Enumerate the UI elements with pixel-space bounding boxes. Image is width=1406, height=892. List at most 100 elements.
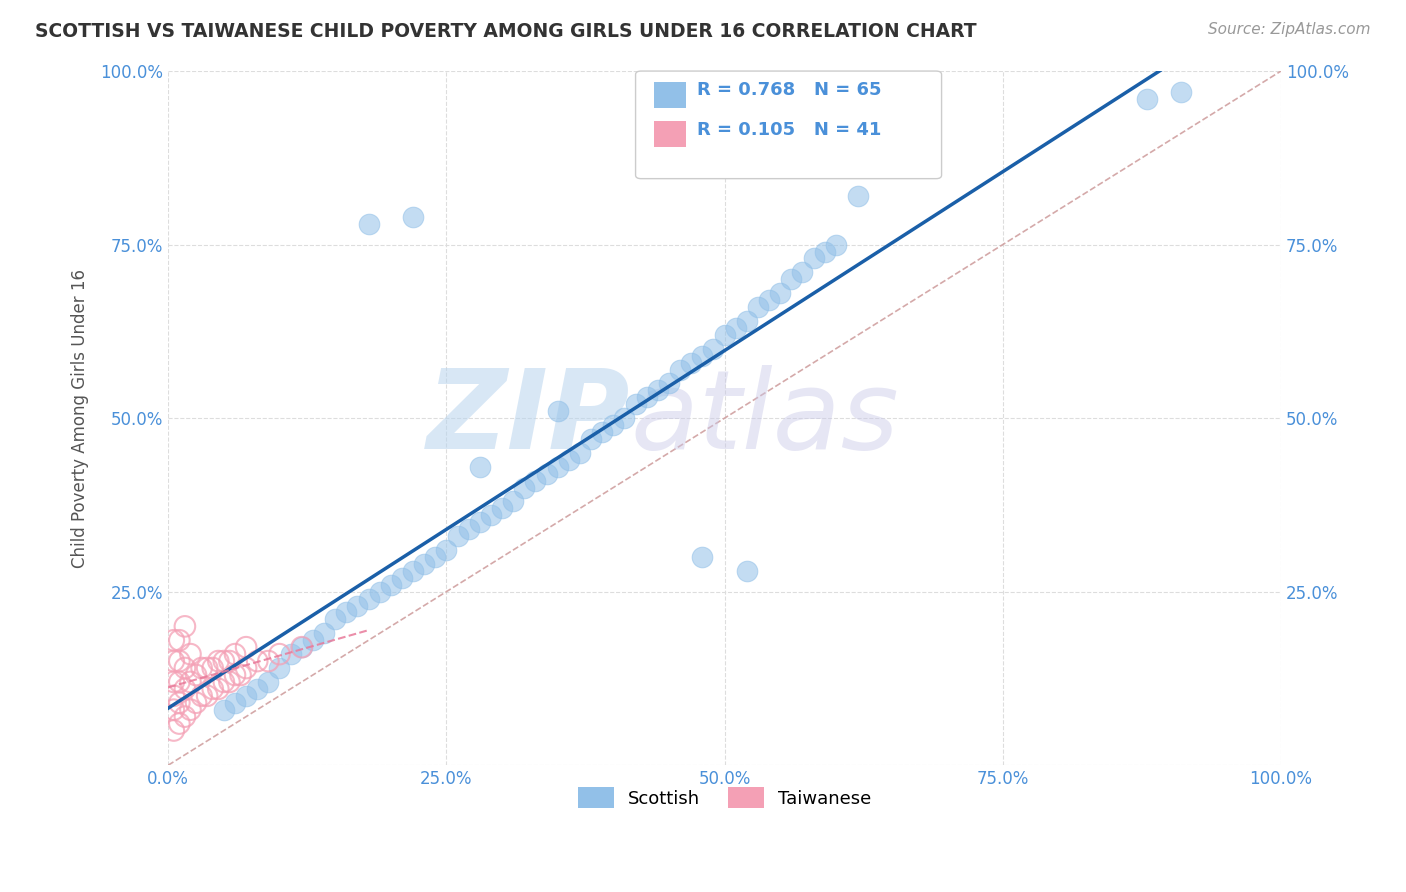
- Point: [803, 252, 825, 266]
- Point: [391, 571, 413, 585]
- Point: [195, 689, 218, 703]
- Point: [602, 418, 624, 433]
- Point: [402, 564, 425, 578]
- Point: [269, 647, 291, 661]
- Point: [195, 661, 218, 675]
- Point: [169, 633, 191, 648]
- Point: [479, 508, 502, 523]
- Point: [446, 529, 468, 543]
- Point: [212, 703, 235, 717]
- Point: [291, 640, 314, 655]
- Point: [591, 425, 613, 439]
- Point: [758, 293, 780, 307]
- Point: [1136, 92, 1159, 106]
- Point: [201, 681, 224, 696]
- Point: [457, 522, 479, 536]
- Point: [425, 549, 447, 564]
- Point: [780, 272, 803, 286]
- Point: [212, 674, 235, 689]
- Point: [246, 654, 269, 668]
- Point: [174, 619, 197, 633]
- Point: [224, 668, 246, 682]
- Point: [280, 647, 302, 661]
- Point: [536, 467, 558, 481]
- Point: [291, 640, 314, 655]
- Point: [524, 474, 547, 488]
- Point: [235, 661, 257, 675]
- Point: [735, 314, 758, 328]
- Point: [735, 564, 758, 578]
- Point: [647, 384, 669, 398]
- Point: [380, 578, 402, 592]
- Point: [502, 494, 524, 508]
- Point: [724, 321, 747, 335]
- Point: [323, 612, 346, 626]
- Point: [636, 390, 658, 404]
- Point: [174, 709, 197, 723]
- Text: ZIP: ZIP: [426, 365, 630, 472]
- Point: [491, 501, 513, 516]
- Point: [224, 647, 246, 661]
- Point: [846, 189, 869, 203]
- Point: [224, 696, 246, 710]
- Point: [368, 584, 391, 599]
- Point: [579, 432, 602, 446]
- Point: [513, 481, 536, 495]
- Point: [174, 681, 197, 696]
- Point: [769, 286, 792, 301]
- Point: [624, 397, 647, 411]
- Point: [824, 237, 846, 252]
- Point: [312, 626, 335, 640]
- FancyBboxPatch shape: [636, 71, 942, 178]
- Point: [702, 342, 724, 356]
- Y-axis label: Child Poverty Among Girls Under 16: Child Poverty Among Girls Under 16: [72, 268, 89, 567]
- Point: [169, 716, 191, 731]
- FancyBboxPatch shape: [654, 81, 686, 108]
- Point: [692, 549, 714, 564]
- Point: [169, 696, 191, 710]
- Point: [201, 661, 224, 675]
- Point: [547, 404, 569, 418]
- Point: [658, 376, 681, 391]
- Point: [163, 674, 186, 689]
- Point: [179, 647, 201, 661]
- Point: [163, 633, 186, 648]
- Point: [257, 674, 280, 689]
- Point: [207, 681, 229, 696]
- Point: [163, 689, 186, 703]
- Point: [792, 265, 814, 279]
- Point: [692, 349, 714, 363]
- Point: [335, 606, 357, 620]
- Point: [302, 633, 325, 648]
- Point: [357, 217, 380, 231]
- Point: [402, 210, 425, 224]
- Point: [269, 661, 291, 675]
- Point: [558, 452, 581, 467]
- Point: [212, 654, 235, 668]
- Point: [163, 654, 186, 668]
- Point: [1170, 85, 1192, 99]
- Point: [163, 723, 186, 738]
- Point: [468, 459, 491, 474]
- Point: [613, 411, 636, 425]
- Point: [713, 327, 735, 342]
- Text: atlas: atlas: [630, 365, 898, 472]
- Point: [229, 668, 252, 682]
- Point: [468, 515, 491, 529]
- Legend: Scottish, Taiwanese: Scottish, Taiwanese: [571, 780, 879, 815]
- Point: [169, 654, 191, 668]
- Text: R = 0.768   N = 65: R = 0.768 N = 65: [697, 81, 882, 100]
- Point: [357, 591, 380, 606]
- Point: [814, 244, 837, 259]
- Point: [568, 446, 591, 460]
- Point: [669, 362, 692, 376]
- Point: [235, 640, 257, 655]
- Point: [179, 674, 201, 689]
- Point: [190, 689, 212, 703]
- Point: [413, 557, 436, 571]
- Point: [246, 681, 269, 696]
- Text: R = 0.105   N = 41: R = 0.105 N = 41: [697, 121, 882, 139]
- Point: [747, 300, 769, 314]
- Point: [235, 689, 257, 703]
- Point: [163, 703, 186, 717]
